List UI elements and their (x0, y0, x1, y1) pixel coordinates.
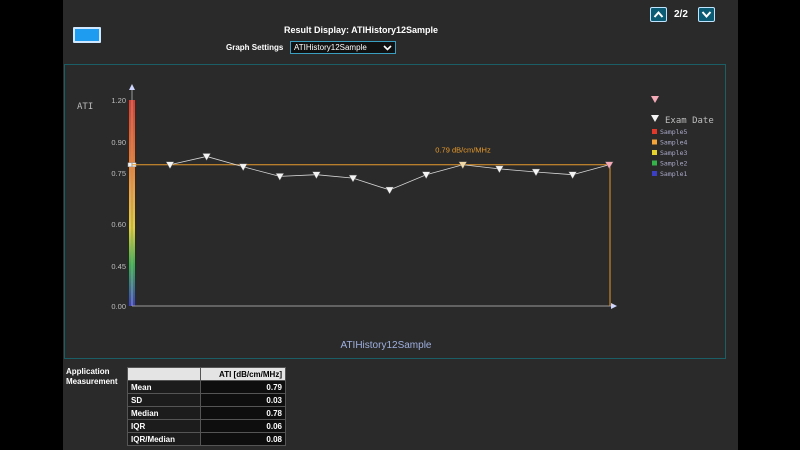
data-point (202, 153, 211, 161)
color-swatch-button[interactable] (73, 27, 101, 43)
data-point (568, 171, 577, 180)
y-tick-label: 1.20 (111, 96, 126, 105)
legend-item-label: Sample4 (660, 139, 687, 147)
legend-swatch (652, 150, 657, 155)
data-point (312, 171, 321, 180)
header-empty-cell (127, 367, 201, 381)
measurement-title: Application Measurement (66, 367, 118, 386)
data-point (604, 161, 614, 170)
data-point (531, 168, 541, 177)
table-row: SD 0.03 (127, 393, 286, 407)
mean-label: 0.79 dB/cm/MHz (435, 146, 491, 155)
y-tick-label: 0.00 (111, 302, 126, 311)
page-up-button[interactable] (650, 7, 667, 22)
data-point (238, 163, 248, 172)
data-point (458, 161, 468, 170)
row-label: IQR (127, 419, 201, 433)
series-line (169, 156, 610, 191)
chevron-up-icon (653, 10, 664, 18)
graph-settings-select[interactable]: ATIHistory12Sample (290, 41, 396, 54)
page-down-button[interactable] (698, 7, 715, 22)
graph-settings-value: ATIHistory12Sample (294, 43, 367, 52)
y-tick-label: 0.60 (111, 220, 126, 229)
y-tick-label: 0.75 (111, 169, 126, 178)
row-label: IQR/Median (127, 432, 201, 446)
page-indicator: 2/2 (674, 9, 688, 20)
table-row: Median 0.78 (127, 406, 286, 420)
table-row: Mean 0.79 (127, 380, 286, 394)
header-ati-cell: ATI [dB/cm/MHz] (200, 367, 286, 381)
legend-swatch (652, 171, 657, 176)
data-point (495, 165, 504, 174)
row-value: 0.78 (200, 406, 286, 420)
data-point (165, 161, 175, 170)
data-point (421, 171, 431, 180)
chevron-down-icon (383, 45, 392, 51)
chart-panel: ATI 1.20 0.90 0.75 0.60 0.45 0.00 0.79 dB/cm/MH… (64, 64, 726, 359)
legend-swatch (652, 129, 657, 134)
y-tick-label: 0.90 (111, 138, 126, 147)
legend-exam-marker (651, 115, 659, 122)
y-tick-label: 0.45 (111, 262, 126, 271)
page-title: Result Display: ATIHistory12Sample (283, 25, 439, 35)
legend-item-label: Sample1 (660, 170, 687, 178)
legend-latest-marker (651, 96, 659, 103)
measurement-table: ATI [dB/cm/MHz] Mean 0.79 SD 0.03 Median 0.… (127, 367, 286, 446)
legend-swatch (652, 160, 657, 166)
table-row: IQR 0.06 (127, 419, 286, 433)
row-value: 0.03 (200, 393, 286, 407)
chart-title: ATIHistory12Sample (341, 340, 432, 351)
graph-settings-label: Graph Settings (226, 43, 284, 52)
row-value: 0.08 (200, 432, 286, 446)
y-axis-label: ATI (77, 102, 93, 112)
row-value: 0.06 (200, 419, 286, 433)
row-label: SD (127, 393, 201, 407)
data-point (385, 186, 394, 195)
row-label: Median (127, 406, 201, 420)
ati-history-chart: ATI 1.20 0.90 0.75 0.60 0.45 0.00 0.79 dB/cm/MH… (77, 84, 714, 351)
data-point (348, 174, 358, 183)
legend-swatch (652, 139, 657, 145)
legend-item-label: Sample3 (660, 149, 687, 157)
chevron-down-icon (701, 11, 712, 19)
y-axis-arrow (129, 84, 135, 90)
table-row: IQR/Median 0.08 (127, 432, 286, 446)
app-screen: Result Display: ATIHistory12Sample 2/2 G… (63, 0, 738, 450)
row-value: 0.79 (200, 380, 286, 394)
table-header-row: ATI [dB/cm/MHz] (127, 367, 286, 381)
legend-exam-date: Exam Date (665, 116, 714, 126)
x-axis-arrow (611, 303, 617, 309)
legend-item-label: Sample5 (660, 128, 687, 136)
row-label: Mean (127, 380, 201, 394)
legend-item-label: Sample2 (660, 160, 687, 168)
data-point (275, 173, 285, 181)
